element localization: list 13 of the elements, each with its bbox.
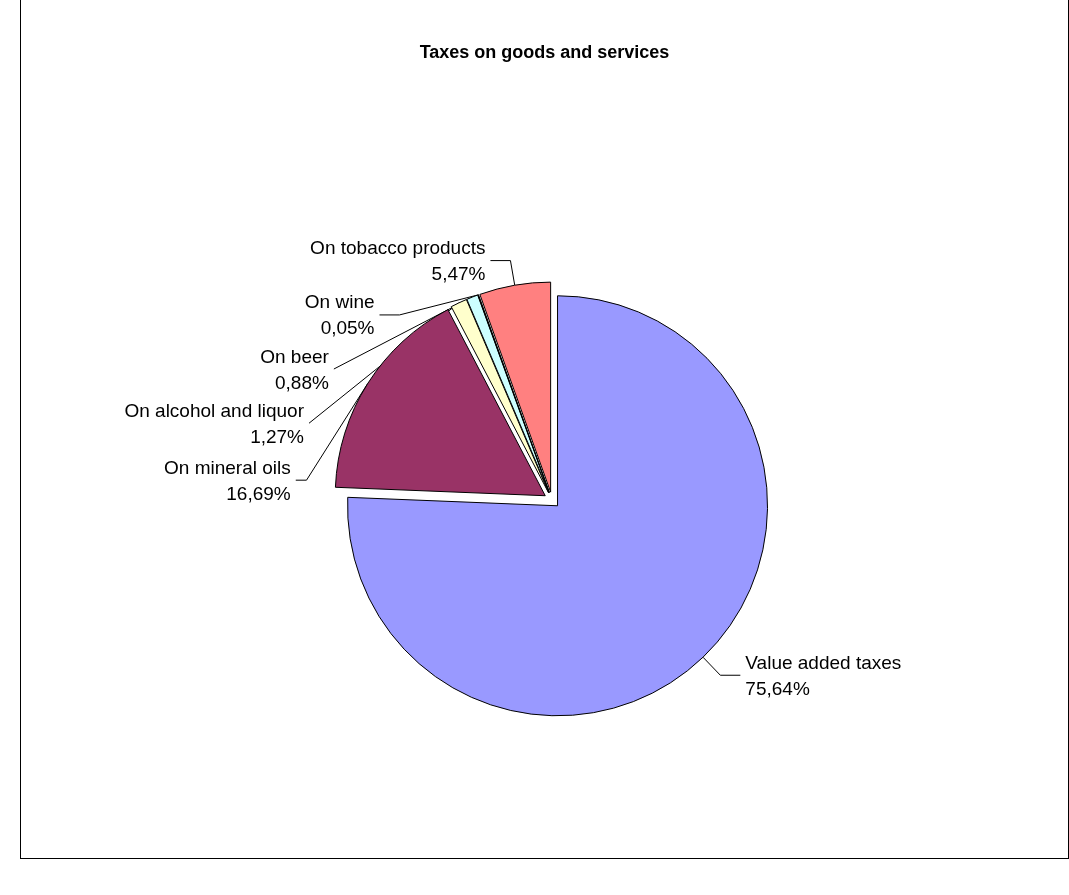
- chart-title: Taxes on goods and services: [419, 42, 670, 62]
- slice-label: On tobacco products: [310, 237, 486, 259]
- data-label: 0,88%: [274, 371, 329, 393]
- slice-label: On mineral oils: [164, 456, 291, 478]
- data-label: 1,27%: [250, 425, 305, 447]
- slice-label: On wine: [304, 291, 375, 313]
- data-label: 5,47%: [431, 263, 486, 285]
- slice-label: On alcohol and liquor: [124, 399, 305, 421]
- data-label: 0,05%: [320, 317, 375, 339]
- slice-label: On beer: [260, 345, 330, 367]
- data-label: 16,69%: [226, 482, 291, 504]
- data-label: 75,64%: [745, 677, 810, 699]
- slice-label: Value added taxes: [745, 651, 902, 673]
